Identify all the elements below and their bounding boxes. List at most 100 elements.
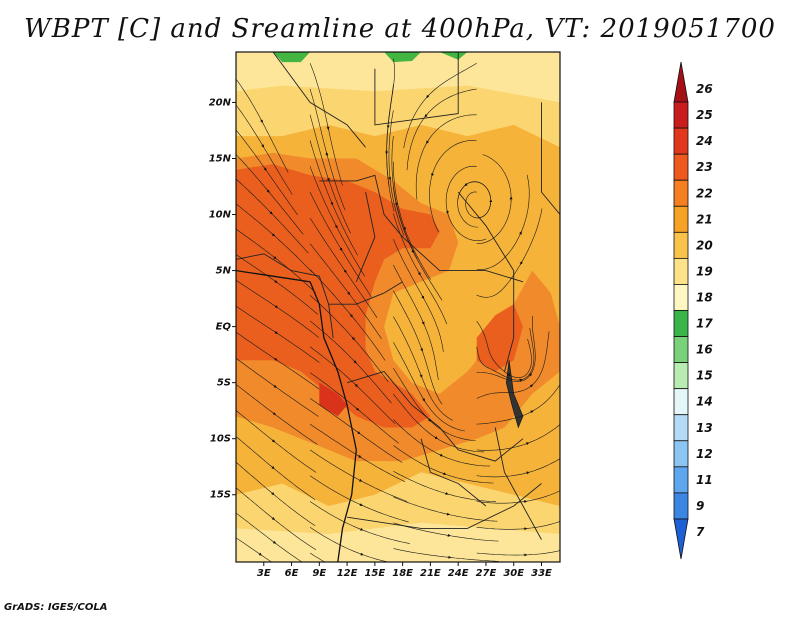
streamline-arrow-54 bbox=[434, 436, 438, 440]
colorbar-label-20: 20 bbox=[696, 238, 713, 252]
streamline-arrow-58 bbox=[439, 453, 444, 457]
lat-label-10N: 10N bbox=[209, 210, 232, 221]
wbpt-region-23-2 bbox=[476, 304, 523, 372]
colorbar-segment-14 bbox=[673, 388, 689, 416]
lat-label-5S: 5S bbox=[217, 378, 231, 389]
streamline-arrow-32 bbox=[274, 304, 279, 308]
streamline-49 bbox=[309, 372, 399, 444]
streamline-arrow-4 bbox=[261, 143, 264, 148]
streamline-0 bbox=[236, 78, 289, 173]
streamline-29 bbox=[309, 243, 382, 340]
streamline-35 bbox=[476, 174, 530, 270]
streamline-arrow-39 bbox=[519, 261, 523, 266]
streamline-67 bbox=[476, 458, 560, 478]
streamline-arrow-50 bbox=[427, 418, 432, 422]
streamline-20 bbox=[236, 203, 313, 273]
streamline-22 bbox=[393, 187, 443, 301]
streamline-arrow-13 bbox=[330, 201, 334, 206]
streamline-7 bbox=[406, 88, 477, 171]
streamline-arrow-20 bbox=[271, 233, 276, 237]
map-frame bbox=[235, 51, 561, 563]
colorbar-segment-25 bbox=[673, 101, 689, 129]
streamline-59 bbox=[476, 384, 560, 425]
wbpt-region-19-light-3 bbox=[236, 522, 560, 562]
streamline-15 bbox=[429, 140, 477, 233]
streamline-78 bbox=[393, 548, 500, 562]
streamline-68 bbox=[236, 512, 303, 562]
streamline-27 bbox=[457, 181, 492, 228]
streamline-arrow-1 bbox=[326, 125, 330, 130]
streamline-arrow-70 bbox=[445, 512, 450, 516]
streamline-17 bbox=[309, 166, 365, 277]
streamline-arrow-51 bbox=[528, 372, 532, 377]
colorbar-segment-13 bbox=[673, 414, 689, 442]
streamline-55 bbox=[476, 331, 550, 399]
streamline-arrow-43 bbox=[506, 372, 511, 376]
streamline-48 bbox=[236, 383, 318, 445]
streamline-arrow-44 bbox=[273, 384, 277, 388]
colorbar-segment-19 bbox=[673, 257, 689, 285]
streamline-arrow-18 bbox=[402, 225, 406, 231]
streamline-41 bbox=[309, 320, 392, 404]
colorbar-label-24: 24 bbox=[696, 134, 713, 148]
streamline-arrow-35 bbox=[519, 231, 522, 236]
streamline-52 bbox=[236, 410, 317, 473]
streamline-arrow-46 bbox=[422, 397, 426, 402]
streamline-arrow-63 bbox=[525, 442, 530, 446]
streamline-56 bbox=[236, 436, 316, 500]
streamline-arrow-77 bbox=[329, 564, 331, 565]
wbpt-region-18-light-6 bbox=[439, 52, 468, 60]
streamline-33 bbox=[309, 269, 386, 361]
streamline-10 bbox=[388, 110, 405, 236]
streamline-arrow-21 bbox=[339, 246, 343, 251]
streamline-arrow-7 bbox=[424, 113, 428, 118]
streamline-arrow-37 bbox=[351, 336, 356, 341]
streamline-arrow-29 bbox=[347, 291, 351, 296]
streamline-51 bbox=[476, 315, 536, 382]
streamline-44 bbox=[236, 357, 319, 417]
streamline-28 bbox=[236, 254, 318, 315]
streamline-16 bbox=[236, 178, 309, 254]
chart-title: WBPT [C] and Sreamline at 400hPa, VT: 20… bbox=[24, 14, 776, 44]
streamline-73 bbox=[309, 527, 390, 562]
streamline-arrow-16 bbox=[269, 211, 273, 215]
lat-label-5N: 5N bbox=[216, 266, 232, 277]
streamline-47 bbox=[476, 327, 535, 381]
colorbar-segment-21 bbox=[673, 205, 689, 233]
streamline-54 bbox=[393, 393, 485, 453]
lat-label-15N: 15N bbox=[209, 153, 232, 164]
streamline-53 bbox=[309, 398, 403, 463]
streamline-arrow-72 bbox=[258, 552, 262, 556]
streamline-42 bbox=[393, 316, 454, 421]
streamlines bbox=[236, 58, 560, 566]
streamline-60 bbox=[236, 461, 316, 526]
streamline-arrow-40 bbox=[273, 357, 278, 361]
streamline-arrow-38 bbox=[420, 347, 424, 352]
streamline-arrow-8 bbox=[263, 167, 267, 171]
streamline-arrow-67 bbox=[525, 471, 530, 475]
lon-label-15E: 15E bbox=[364, 568, 385, 579]
grads-credit: GrADS: IGES/COLA bbox=[4, 602, 108, 613]
colorbar-segment-24 bbox=[673, 127, 689, 155]
colorbar-segment-20 bbox=[673, 231, 689, 259]
lat-label-10S: 10S bbox=[210, 434, 231, 445]
streamline-arrow-68 bbox=[272, 540, 277, 544]
colorbar-label-25: 25 bbox=[696, 108, 713, 122]
streamline-arrow-76 bbox=[241, 565, 243, 566]
streamline-30 bbox=[393, 239, 444, 352]
lake-tanganyika bbox=[505, 360, 524, 429]
colorbar-label-22: 22 bbox=[696, 186, 713, 200]
streamline-arrow-52 bbox=[271, 439, 276, 443]
colorbar-label-13: 13 bbox=[696, 421, 713, 435]
streamline-arrow-36 bbox=[274, 330, 278, 334]
coastline bbox=[236, 269, 357, 562]
streamline-arrow-57 bbox=[357, 454, 362, 458]
wbpt-region-24-3 bbox=[319, 382, 348, 417]
streamline-arrow-65 bbox=[359, 503, 363, 506]
streamline-arrow-5 bbox=[325, 151, 329, 157]
border-line-6 bbox=[347, 483, 542, 529]
streamline-arrow-28 bbox=[273, 279, 278, 283]
streamline-46 bbox=[393, 342, 465, 432]
streamline-77 bbox=[309, 552, 326, 562]
streamline-arrow-61 bbox=[358, 478, 363, 482]
